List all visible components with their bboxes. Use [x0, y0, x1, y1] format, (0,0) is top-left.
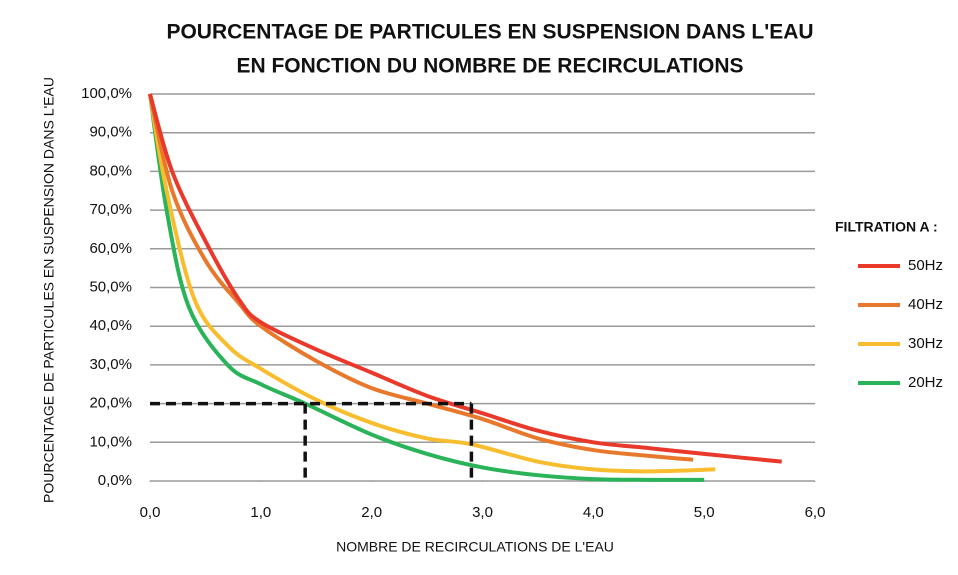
x-axis-label: NOMBRE DE RECIRCULATIONS DE L'EAU [336, 539, 614, 555]
line-series [148, 93, 705, 482]
y-tick-label: 100,0% [81, 85, 132, 102]
chart-title: EN FONCTION DU NOMBRE DE RECIRCULATIONS [236, 55, 743, 78]
y-tick-label: 20,0% [89, 395, 132, 412]
legend-label: 30Hz [908, 335, 943, 352]
x-tick-label: 5,0 [694, 504, 715, 521]
y-tick-label: 70,0% [89, 201, 132, 218]
line-series [148, 93, 782, 464]
legend-label: 40Hz [908, 296, 943, 313]
y-tick-label: 50,0% [89, 278, 132, 295]
x-tick-label: 6,0 [805, 504, 826, 521]
y-tick-label: 30,0% [89, 356, 132, 373]
y-tick-label: 40,0% [89, 317, 132, 334]
y-tick-label: 0,0% [98, 472, 132, 489]
legend-label: 50Hz [908, 257, 943, 274]
chart-title: POURCENTAGE DE PARTICULES EN SUSPENSION … [166, 21, 813, 44]
x-tick-label: 1,0 [250, 504, 271, 521]
y-axis-label: POURCENTAGE DE PARTICULES EN SUSPENSION … [41, 77, 57, 503]
line-series [148, 93, 694, 462]
x-tick-label: 2,0 [361, 504, 382, 521]
x-tick-label: 0,0 [140, 504, 161, 521]
x-tick-label: 4,0 [583, 504, 604, 521]
y-tick-label: 90,0% [89, 124, 132, 141]
y-tick-label: 10,0% [89, 433, 132, 450]
legend-label: 20Hz [908, 374, 943, 391]
legend-title: FILTRATION A : [835, 219, 938, 235]
line-series [148, 93, 716, 474]
y-tick-label: 80,0% [89, 162, 132, 179]
x-tick-label: 3,0 [472, 504, 493, 521]
y-tick-label: 60,0% [89, 240, 132, 257]
